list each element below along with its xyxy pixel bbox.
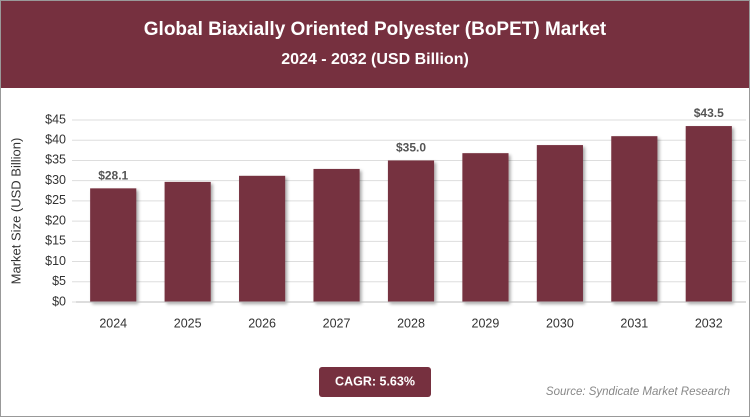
bar	[90, 188, 137, 302]
y-axis-title: Market Size (USD Billion)	[8, 138, 23, 285]
bar	[611, 136, 658, 302]
header	[1, 1, 749, 88]
x-tick-label: 2025	[174, 316, 202, 330]
x-tick-label: 2031	[620, 316, 648, 330]
y-tick-label: $0	[52, 294, 66, 308]
x-tick-label: 2027	[323, 316, 351, 330]
bar	[164, 181, 211, 302]
y-tick-label: $15	[45, 234, 66, 248]
x-tick-label: 2028	[397, 316, 425, 330]
x-tick-label: 2032	[695, 316, 723, 330]
y-tick-label: $40	[45, 133, 66, 147]
y-tick-label: $10	[45, 254, 66, 268]
x-tick-label: 2030	[546, 316, 574, 330]
y-tick-label: $25	[45, 193, 66, 207]
bar	[536, 145, 583, 302]
y-tick-label: $30	[45, 173, 66, 187]
cagr-label: CAGR: 5.63%	[335, 374, 415, 388]
cagr-badge	[319, 367, 431, 397]
value-label: $28.1	[98, 169, 128, 183]
chart-subtitle: 2024 - 2032 (USD Billion)	[281, 51, 469, 68]
bar	[462, 153, 509, 302]
x-tick-label: 2029	[472, 316, 500, 330]
x-tick-label: 2024	[99, 316, 127, 330]
value-label: $35.0	[396, 141, 426, 155]
y-tick-label: $20	[45, 213, 66, 227]
bar	[313, 168, 360, 302]
value-label: $43.5	[694, 106, 724, 120]
y-tick-label: $5	[52, 274, 66, 288]
y-tick-label: $35	[45, 153, 66, 167]
bar	[387, 160, 435, 302]
chart-title: Global Biaxially Oriented Polyester (BoP…	[144, 19, 607, 40]
y-tick-label: $45	[45, 112, 66, 126]
bar	[239, 175, 286, 302]
source: Source: Syndicate Market Research	[546, 386, 730, 398]
x-tick-label: 2026	[248, 316, 276, 330]
bar	[685, 126, 732, 302]
